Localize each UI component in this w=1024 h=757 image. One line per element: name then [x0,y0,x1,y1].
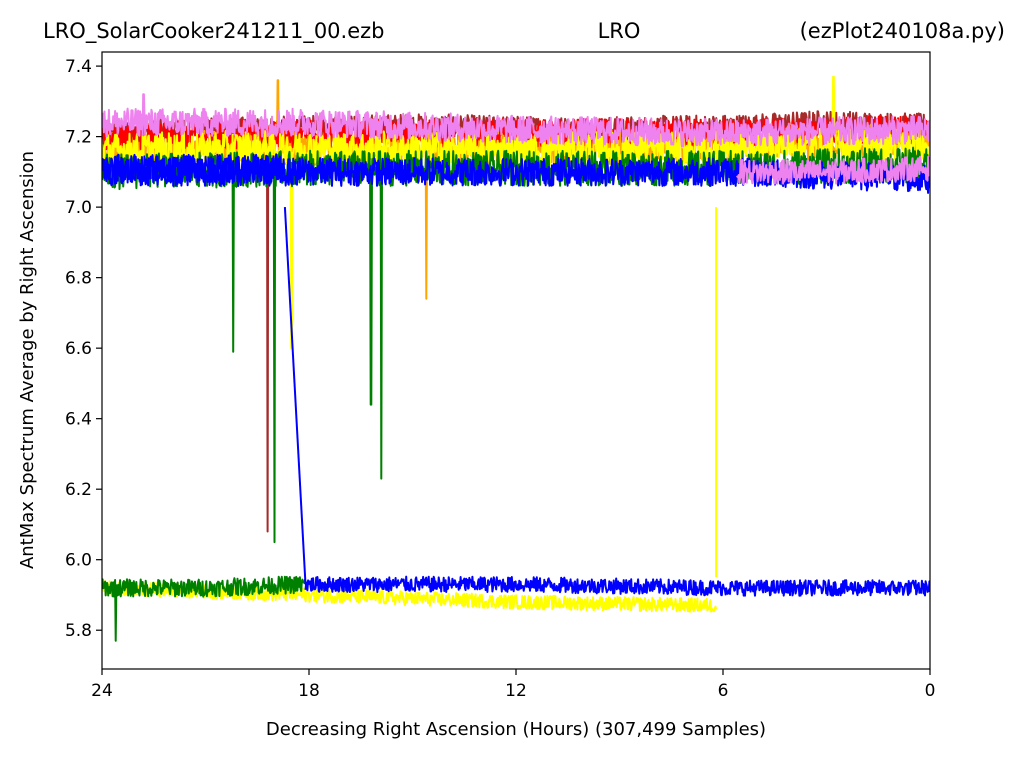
y-tick-label: 7.0 [65,198,92,218]
y-tick-label: 7.2 [65,128,92,148]
y-tick-label: 5.8 [65,621,92,641]
y-tick-label: 6.0 [65,551,92,571]
title-center: LRO [598,19,641,43]
y-axis-label: AntMax Spectrum Average by Right Ascensi… [17,151,38,569]
y-tick-label: 6.2 [65,480,92,500]
x-tick-label: 18 [298,681,320,701]
title-right: (ezPlot240108a.py) [800,19,1005,43]
x-tick-label: 24 [91,681,113,701]
x-tick-label: 12 [505,681,527,701]
x-tick-label: 6 [718,681,729,701]
series-line-10 [283,207,307,585]
x-tick-label: 0 [925,681,936,701]
title-left: LRO_SolarCooker241211_00.ezb [43,19,385,44]
y-tick-label: 6.8 [65,269,92,289]
series-line-7 [102,146,930,544]
x-axis: 24 18 12 6 0 [91,669,935,701]
y-axis: 5.8 6.0 6.2 6.4 6.6 6.8 7.0 7.2 7.4 [65,57,102,641]
x-axis-label: Decreasing Right Ascension (Hours) (307,… [266,719,766,740]
y-tick-label: 6.6 [65,339,92,359]
series-line-13 [735,155,930,186]
y-tick-label: 6.4 [65,410,92,430]
series-line-4 [102,580,718,613]
series-line-11 [304,575,930,597]
series-line-6 [102,93,930,148]
y-tick-label: 7.4 [65,57,92,77]
series-layer [102,75,930,642]
series-line-8 [102,575,307,642]
